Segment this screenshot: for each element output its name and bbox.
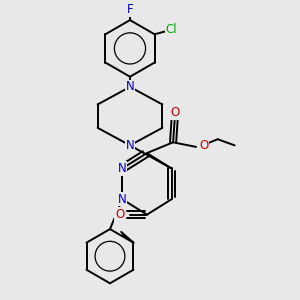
Text: N: N [118, 193, 127, 206]
Text: N: N [118, 162, 127, 175]
Text: Cl: Cl [166, 23, 177, 36]
Text: O: O [115, 208, 124, 221]
Text: O: O [199, 139, 208, 152]
Text: N: N [126, 139, 134, 152]
Text: F: F [127, 3, 133, 16]
Text: N: N [126, 80, 134, 93]
Text: O: O [170, 106, 179, 119]
